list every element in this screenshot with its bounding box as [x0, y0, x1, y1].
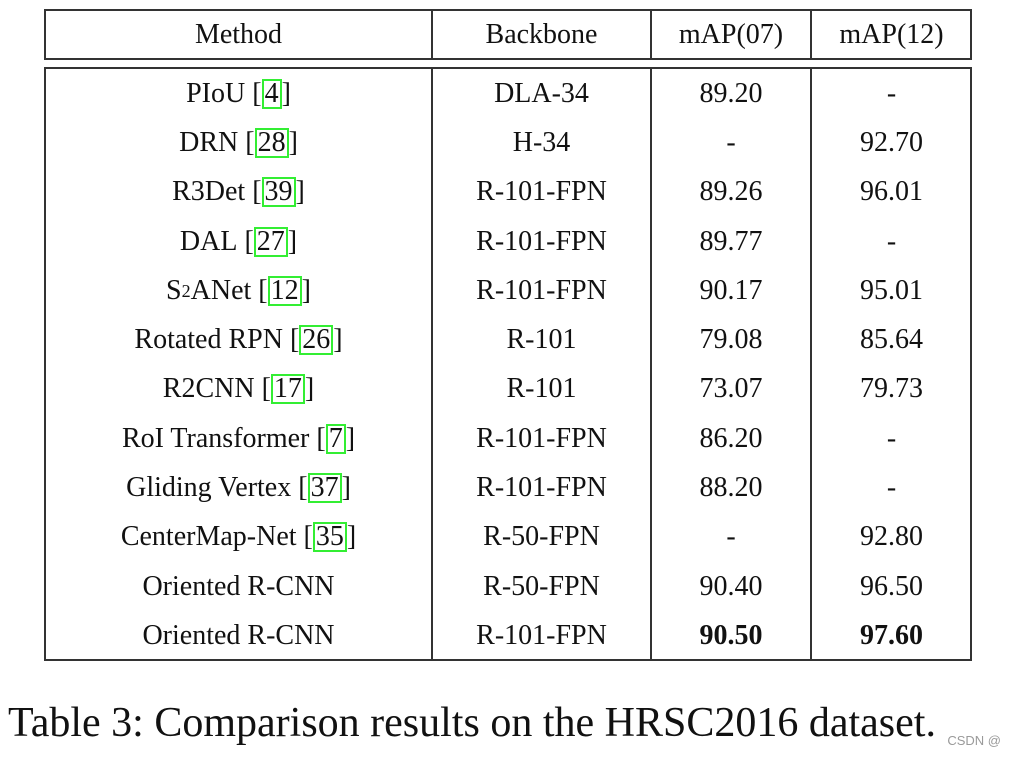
column-divider — [431, 69, 433, 659]
method-name: Oriented R-CNN — [142, 619, 335, 651]
method-name: ANet — [190, 274, 252, 306]
table-row-map07: 90.40 — [699, 570, 763, 602]
method-name: R2CNN — [162, 373, 255, 405]
table-row-map12: 92.70 — [860, 126, 923, 158]
header-backbone: Backbone — [485, 18, 598, 50]
method-name: S — [166, 274, 182, 306]
method-name: PIoU — [186, 77, 246, 109]
table-row-map07: 73.07 — [699, 373, 763, 405]
table-header-frame — [44, 9, 972, 60]
table-row-map07: 89.26 — [699, 176, 763, 208]
table-row-map07: 90.50 — [699, 619, 763, 651]
table-row-backbone: R-101-FPN — [476, 422, 607, 454]
method-name: CenterMap-Net — [120, 521, 297, 553]
table-row-map07: 90.17 — [699, 274, 763, 306]
table-row-map07: 88.20 — [699, 472, 763, 504]
table-row-method: R2CNN [17] — [162, 373, 315, 405]
table-row-method: DRN [28] — [179, 126, 298, 158]
table-row-method: R3Det [39] — [172, 176, 305, 208]
citation-link[interactable]: 17 — [270, 374, 305, 405]
method-name: DRN — [179, 126, 239, 158]
table-row-method: Gliding Vertex [37] — [126, 472, 351, 504]
table-row-map07: 89.77 — [699, 225, 763, 257]
table-row-method: CenterMap-Net [35] — [120, 521, 357, 553]
table-row-backbone: R-101 — [506, 324, 577, 356]
table-row-backbone: R-101-FPN — [476, 225, 607, 257]
table-body-frame — [44, 67, 972, 661]
citation-link[interactable]: 28 — [254, 127, 289, 158]
method-name: DAL — [179, 225, 238, 257]
table-row-backbone: R-101-FPN — [476, 472, 607, 504]
column-divider — [431, 11, 433, 58]
method-name: Rotated RPN — [134, 324, 283, 356]
table-row-method: Oriented R-CNN — [45, 611, 432, 660]
table-row-map12: 96.01 — [860, 176, 923, 208]
table-row-map07: - — [726, 126, 736, 158]
citation-link[interactable]: 39 — [261, 177, 296, 208]
watermark: CSDN @ — [947, 733, 1001, 748]
column-divider — [810, 11, 812, 58]
table-row-backbone: R-101-FPN — [476, 274, 607, 306]
table-row-map12: 97.60 — [860, 619, 923, 651]
table-row-map12: 95.01 — [860, 274, 923, 306]
header-map07: mAP(07) — [678, 18, 784, 50]
table-row-map07: 79.08 — [699, 324, 763, 356]
citation-link[interactable]: 4 — [261, 78, 282, 109]
header-map12: mAP(12) — [839, 18, 944, 50]
column-divider — [650, 11, 652, 58]
table-row-method: RoI Transformer [7] — [121, 422, 356, 454]
table-row-map07: - — [726, 521, 736, 553]
table-row-map12: - — [886, 225, 897, 257]
table-row-map12: - — [886, 77, 897, 109]
table-row-backbone: R-50-FPN — [483, 570, 600, 602]
table-row-method: PIoU [4] — [186, 77, 291, 109]
header-method: Method — [194, 18, 283, 50]
table-row-map12: - — [886, 472, 897, 504]
citation-link[interactable]: 27 — [253, 226, 288, 257]
table-row-method: Rotated RPN [26] — [134, 324, 343, 356]
table-row-backbone: R-50-FPN — [483, 521, 600, 553]
table-row-backbone: DLA-34 — [494, 77, 589, 109]
table-row-method: DAL [27] — [179, 225, 298, 257]
table-row-map07: 86.20 — [699, 422, 763, 454]
method-name: Gliding Vertex — [126, 472, 292, 504]
citation-link[interactable]: 12 — [267, 275, 302, 306]
table-row-map12: 96.50 — [860, 570, 923, 602]
table-row-map07: 89.20 — [699, 77, 763, 109]
citation-link[interactable]: 7 — [325, 423, 346, 454]
table-row-map12: - — [886, 422, 897, 454]
table-row-backbone: H-34 — [512, 126, 571, 158]
column-divider — [650, 69, 652, 659]
method-name: Oriented R-CNN — [142, 570, 335, 602]
column-divider — [810, 69, 812, 659]
table-row-map12: 92.80 — [860, 521, 923, 553]
table-row-map12: 79.73 — [860, 373, 923, 405]
table-row-backbone: R-101-FPN — [476, 619, 607, 651]
table-caption: Table 3: Comparison results on the HRSC2… — [8, 700, 936, 746]
citation-link[interactable]: 35 — [312, 522, 347, 553]
table-row-method: S 2 ANet [12] — [166, 274, 311, 306]
table-row-backbone: R-101-FPN — [476, 176, 607, 208]
citation-link[interactable]: 37 — [307, 473, 342, 504]
table-row-backbone: R-101 — [506, 373, 577, 405]
citation-link[interactable]: 26 — [299, 325, 334, 356]
table-row-map12: 85.64 — [860, 324, 923, 356]
method-name: RoI Transformer — [121, 422, 310, 454]
table-row-method: Oriented R-CNN — [45, 562, 432, 611]
method-name: R3Det — [172, 176, 246, 208]
